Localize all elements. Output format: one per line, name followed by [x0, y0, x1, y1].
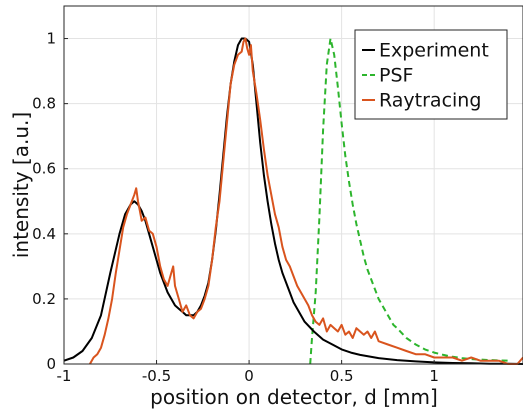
y-tick-label: 1	[46, 30, 56, 48]
legend-label-experiment: Experiment	[379, 40, 489, 62]
series-layer	[63, 37, 523, 365]
y-tick-label: 0.6	[32, 160, 56, 178]
y-tick-label: 0	[46, 355, 56, 373]
tick-labels: -1 -0.5 0 0.5 1 0 0.2 0.4 0.6 0.8 1	[32, 30, 439, 385]
y-axis-title: intensity [a.u.]	[9, 112, 33, 258]
series-line-psf	[309, 37, 509, 365]
legend: Experiment PSF Raytracing	[354, 29, 508, 120]
x-tick-label: -1	[57, 367, 72, 385]
y-tick-label: 0.4	[32, 225, 56, 243]
y-tick-label: 0.8	[32, 95, 56, 113]
ticks	[63, 38, 435, 365]
x-tick-label: -0.5	[142, 367, 171, 385]
legend-box	[354, 29, 508, 120]
plot-frame	[63, 5, 523, 365]
y-tick-label: 0.2	[32, 290, 56, 308]
x-axis-title: position on detector, d [mm]	[150, 385, 438, 409]
x-tick-label: 1	[429, 367, 439, 385]
series-line-raytracing	[89, 37, 523, 365]
legend-label-psf: PSF	[379, 65, 413, 87]
x-tick-label: 0	[244, 367, 254, 385]
x-tick-label: 0.5	[330, 367, 354, 385]
legend-label-raytracing: Raytracing	[379, 90, 481, 112]
